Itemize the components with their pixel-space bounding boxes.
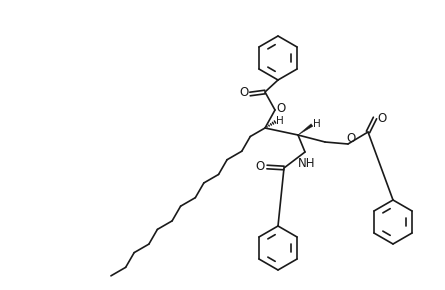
Polygon shape [298, 124, 313, 135]
Text: O: O [255, 160, 265, 173]
Text: NH: NH [298, 157, 316, 170]
Text: O: O [346, 133, 356, 146]
Text: H: H [276, 116, 284, 126]
Text: O: O [377, 113, 387, 126]
Text: O: O [276, 102, 286, 115]
Text: O: O [239, 86, 249, 99]
Text: H: H [313, 119, 321, 129]
